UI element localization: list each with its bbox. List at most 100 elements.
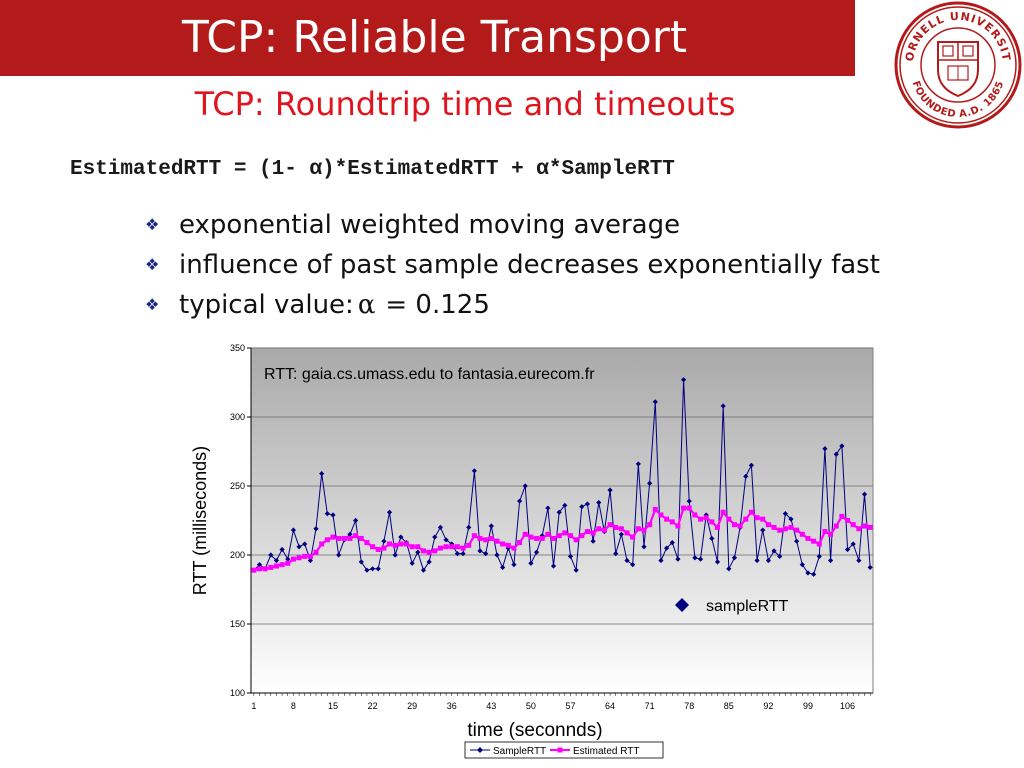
estimated-rtt-point [731,522,737,528]
samplertt-point [324,511,330,517]
y-tick-label: 350 [230,343,245,353]
estimated-rtt-point [268,564,274,570]
estimated-rtt-point [534,535,540,541]
chart-title: RTT: gaia.cs.umass.edu to fantasia.eurec… [264,366,595,383]
estimated-rtt-point [765,522,771,528]
estimated-rtt-point [618,526,624,532]
samplertt-point [556,509,562,515]
estimated-rtt-point [760,516,766,522]
samplertt-point [811,571,817,577]
estimated-rtt-point [285,560,291,566]
estimated-rtt-point [850,522,856,528]
legend-label: Estimated RTT [573,746,640,757]
estimated-rtt-point [528,534,534,540]
estimated-rtt-point [375,546,381,552]
samplertt-point [664,545,670,551]
samplertt-point [635,461,641,467]
bullet-item: ❖ typical value: α = 0.125 [145,285,880,325]
y-tick-label: 100 [230,688,245,698]
estimated-rtt-point [788,524,794,530]
estimated-rtt-point [641,527,647,533]
samplertt-point [437,524,444,530]
x-tick-label: 106 [840,701,855,711]
legend: SampleRTT Estimated RTT [464,741,664,759]
samplertt-point [658,557,664,564]
estimated-rtt-point [596,526,602,532]
estimated-rtt-point [409,544,415,550]
legend-label: SampleRTT [493,746,546,757]
samplertt-point [822,446,828,452]
estimated-rtt-point [353,533,359,539]
estimated-rtt-point [404,541,409,547]
cornell-seal-logo: CORNELL UNIVERSITY FOUNDED A.D. 1865 [893,0,1022,129]
samplertt-point [522,483,528,489]
estimated-rtt-point [387,541,393,547]
estimated-rtt-point [398,541,404,547]
estimated-rtt-point [449,544,455,550]
samplertt-point [567,553,574,559]
estimated-rtt-point [652,506,658,512]
estimated-rtt-point [256,566,262,572]
diamond-bullet-icon: ❖ [145,215,160,234]
bullet-text: exponential weighted moving average [179,210,681,240]
estimated-rtt-point [862,523,868,529]
x-tick-label: 64 [605,701,615,711]
samplertt-point [697,556,704,562]
estimated-rtt-point [816,541,822,547]
estimated-rtt-point [811,538,817,544]
estimated-rtt-point [358,535,364,541]
estimated-rtt-point [669,519,675,525]
samplertt-point [686,498,692,504]
samplertt-point [641,544,647,550]
estimated-rtt-point [302,553,308,559]
estimated-rtt-point [273,563,279,569]
estimated-rtt-point [511,545,517,551]
estimated-rtt-point [754,515,760,521]
estimated-rtt-point [573,537,579,543]
estimated-rtt-point [296,555,302,561]
estimated-rtt-point [635,526,641,532]
estimated-rtt-point [426,549,432,555]
estimated-rtt-point [454,544,460,550]
estimated-rtt-point [290,556,296,562]
samplertt-point [533,549,540,555]
samplertt-point [630,562,636,568]
estimated-rtt-point [833,523,839,529]
estimated-rtt-point [601,527,607,533]
samplertt-point [731,555,738,561]
samplertt-point [454,551,460,557]
samplertt-point [449,541,455,547]
estimated-rtt-point [347,535,353,541]
estimated-rtt-point [624,530,630,536]
alpha-symbol: α [357,290,376,320]
estimated-rtt-point [805,535,811,541]
estimated-rtt-point [279,562,285,568]
x-tick-label: 8 [291,701,296,711]
samplertt-point [392,552,398,558]
bullet-text: influence of past sample decreases expon… [179,250,880,280]
estimated-rtt-point [539,535,545,541]
estimated-rtt-point [726,516,732,522]
inline-legend-marker [675,598,689,612]
estimated-rtt-point [584,529,590,535]
estimated-rtt-point [488,535,494,541]
estimated-rtt-point [630,534,636,540]
estimated-rtt-point [681,505,687,511]
samplertt-point [647,480,653,486]
samplertt-point [460,551,466,557]
estimated-rtt-point [432,548,438,554]
samplertt-point [726,566,732,572]
samplertt-point [584,501,591,507]
estimated-rtt-point [737,523,743,529]
estimated-rtt-point [415,544,421,550]
x-tick-label: 1 [251,701,256,711]
estimated-rtt-point [443,544,449,550]
samplertt-point [420,567,427,573]
samplertt-point [788,516,794,522]
title-bar [0,0,855,76]
series-line-samplertt [253,379,871,575]
estimated-rtt-point [845,518,851,523]
slide-title: TCP: Reliable Transport [182,12,688,63]
estimated-rtt-point [607,522,613,528]
y-axis-title: RTT (milliseconds) [190,446,210,595]
